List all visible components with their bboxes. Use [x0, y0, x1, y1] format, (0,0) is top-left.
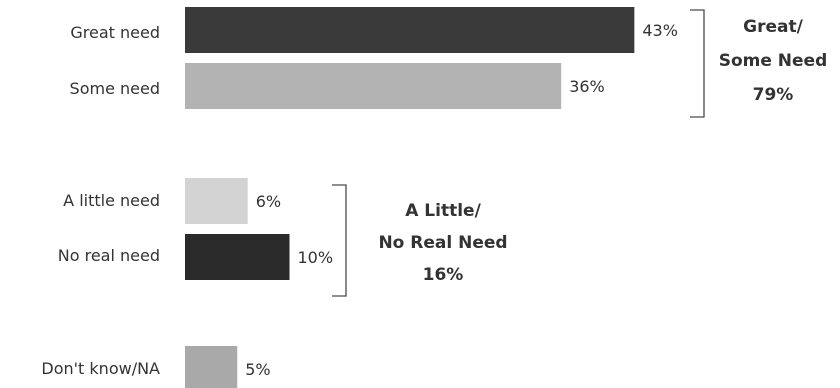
category-label: A little need	[63, 191, 160, 210]
group-label-line: No Real Need	[378, 233, 507, 253]
bar	[185, 7, 635, 53]
group-label-line: Great/	[743, 17, 803, 37]
group-label-line: Some Need	[719, 51, 828, 71]
value-labels: 43% 36% 6% 10% 5%	[245, 21, 678, 379]
group-label-line: A Little/	[405, 201, 481, 221]
value-label: 10%	[298, 248, 334, 267]
group-bracket-little-no-real	[332, 184, 347, 297]
bar	[185, 63, 562, 109]
group-total: 79%	[753, 85, 794, 105]
value-label: 5%	[245, 360, 270, 379]
category-label: No real need	[58, 246, 160, 265]
bar	[185, 178, 248, 224]
category-label: Great need	[70, 23, 160, 42]
category-label: Some need	[70, 79, 160, 98]
value-label: 43%	[642, 21, 678, 40]
group-bracket-great-some	[690, 9, 705, 118]
category-labels: Great need Some need A little need No re…	[41, 23, 160, 378]
bar	[185, 234, 290, 280]
value-label: 36%	[569, 77, 605, 96]
group-total: 16%	[423, 265, 464, 285]
value-label: 6%	[256, 192, 281, 211]
bars	[185, 7, 635, 388]
bar	[185, 346, 238, 388]
category-label: Don't know/NA	[41, 359, 160, 378]
